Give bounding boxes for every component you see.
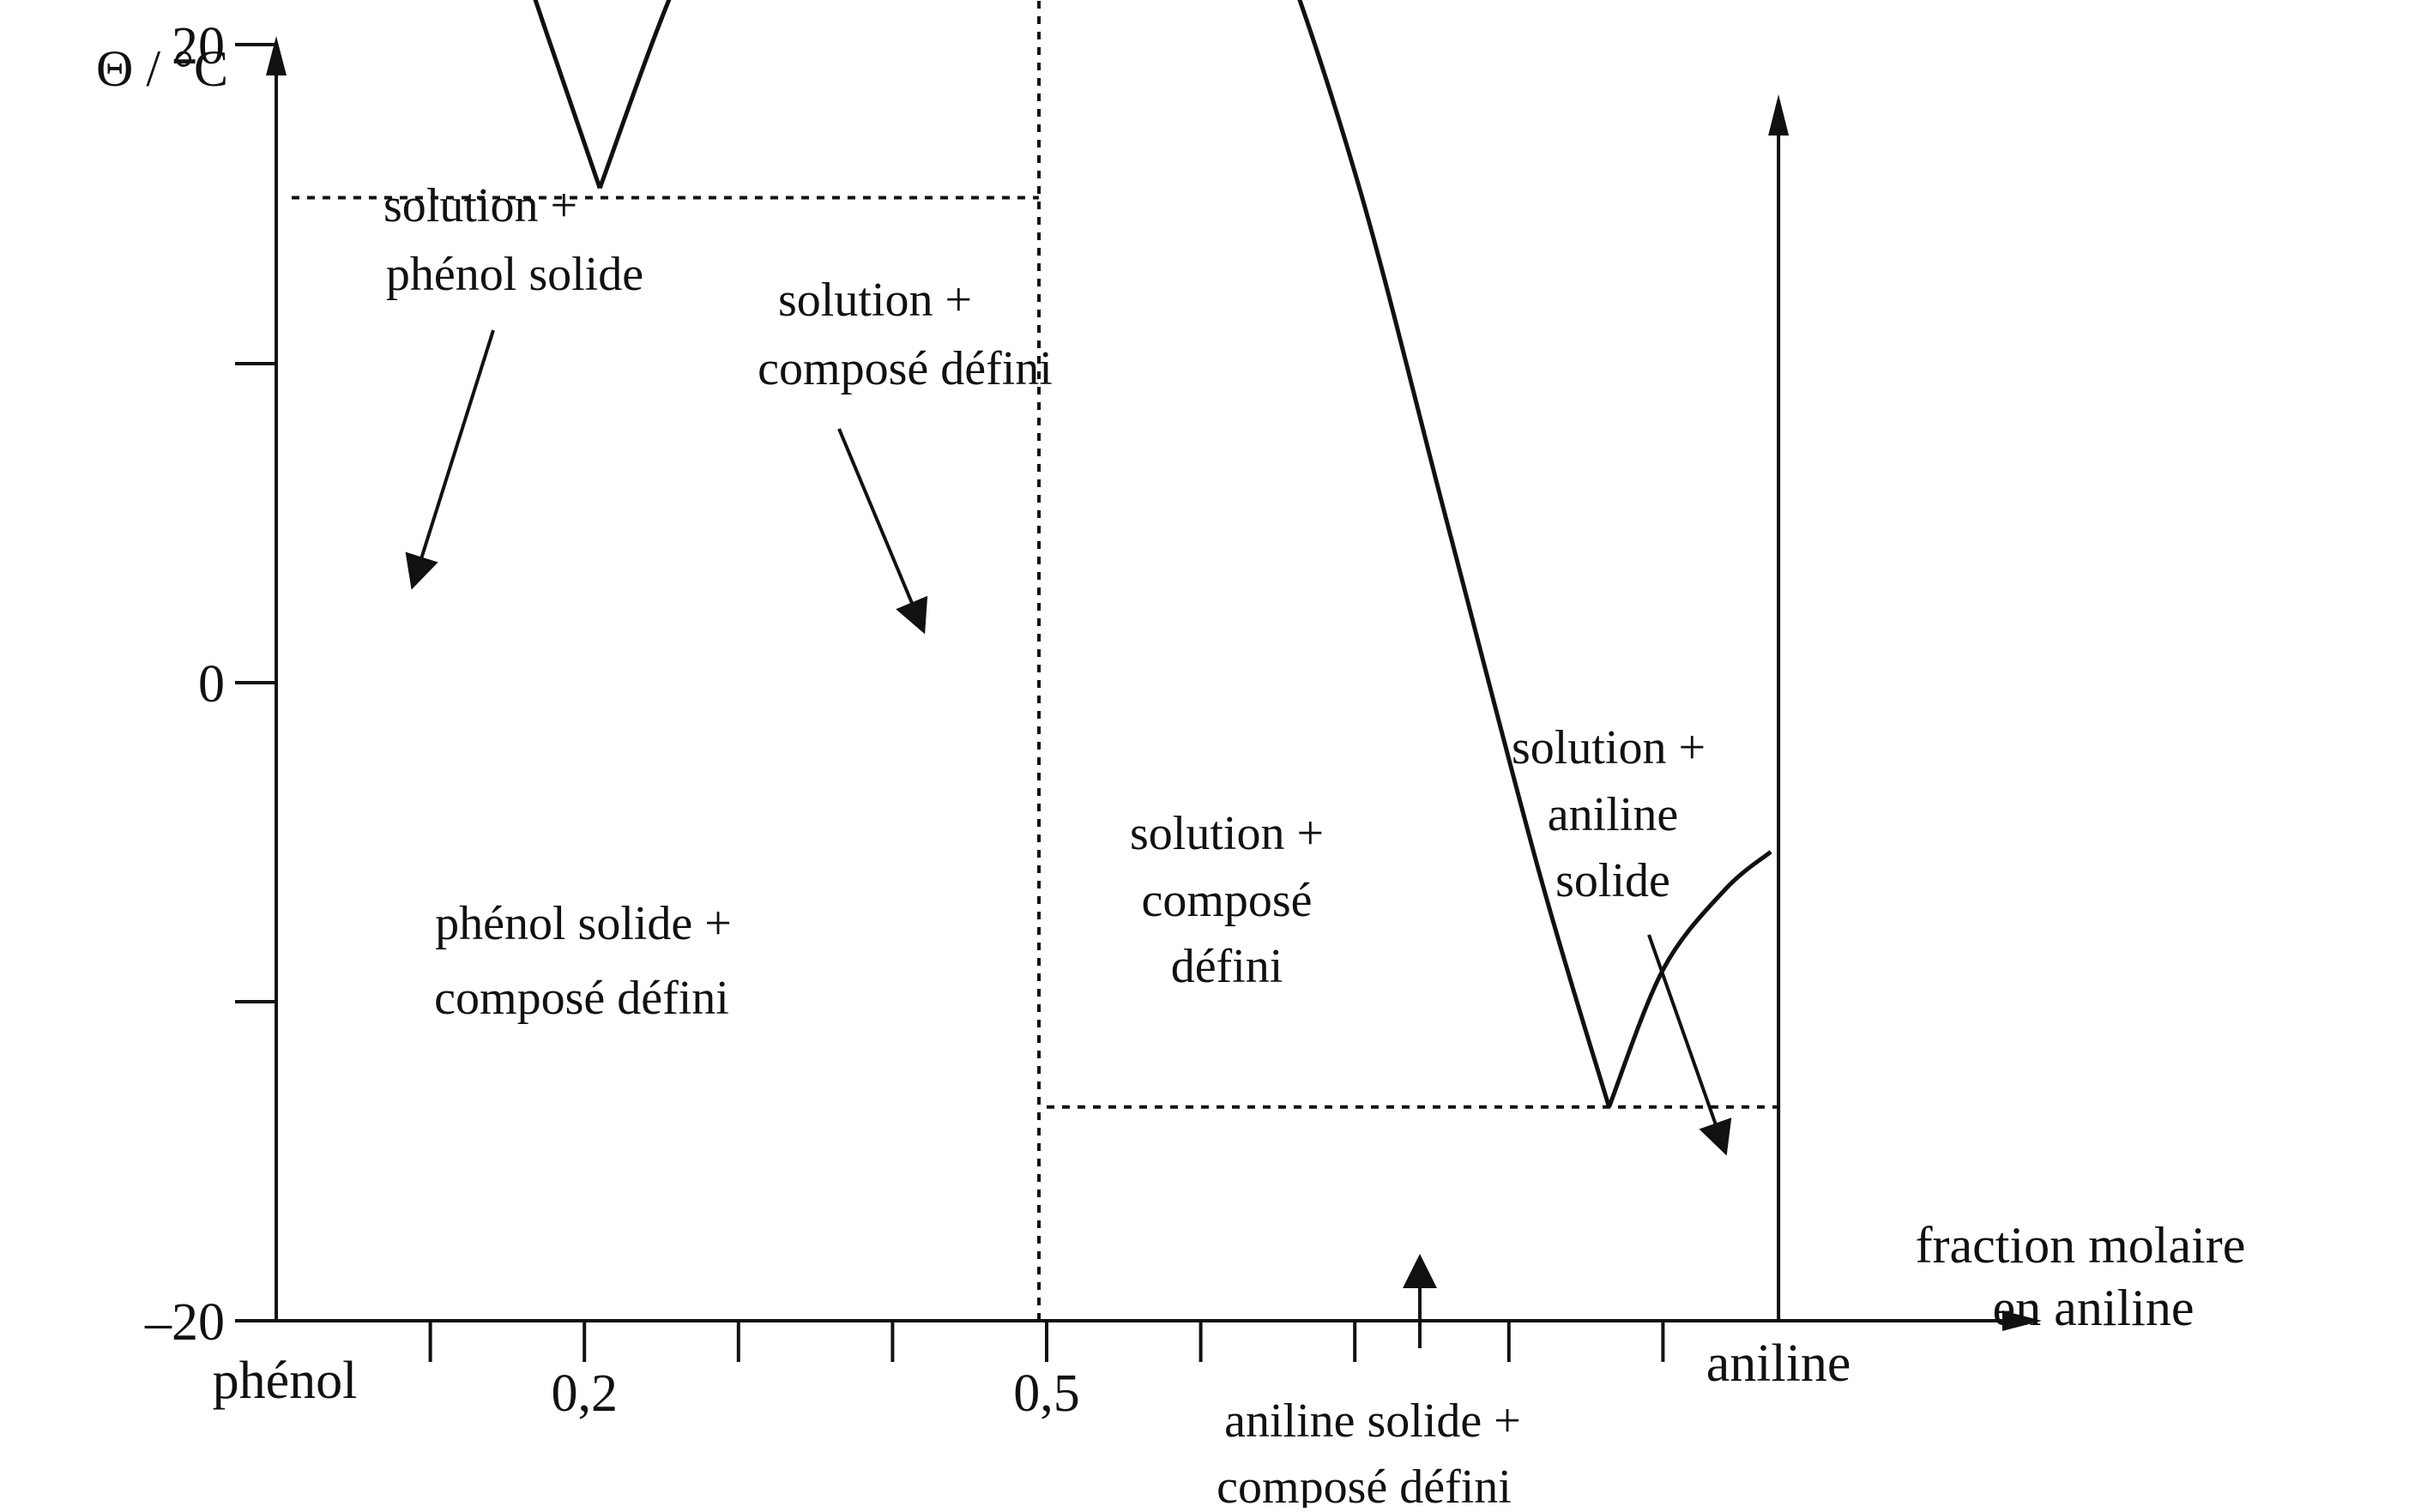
x-ticks: [428, 1321, 1665, 1362]
x-tick-label: aniline: [1706, 1334, 1851, 1393]
annotation-arrow: [1647, 934, 1732, 1156]
annotation-line: composé défini: [1217, 1461, 1512, 1508]
liquidus-curve: [533, 0, 602, 190]
x-axis-title-line-2: en aniline: [1993, 1280, 2195, 1336]
y-tick-labels: 40200–20: [144, 17, 225, 1352]
liquidus-curve: [597, 0, 1611, 1108]
annotation-line: aniline solide +: [1224, 1395, 1521, 1448]
annotation-arrow: [405, 329, 495, 590]
annotation-solution-phenol-solide: solution + phénol solide: [383, 179, 643, 590]
annotation-line: composé: [1141, 874, 1312, 927]
dashed-lines: [291, 0, 1779, 1321]
annotation-line: défini: [1171, 940, 1283, 993]
annotation-solution-aniline-solide: solution + aniline solide: [1512, 721, 1732, 1156]
annotation-arrow: [837, 428, 928, 635]
aniline-vertical-arrowhead: [1768, 94, 1790, 136]
y-axis-arrowhead: [266, 36, 287, 75]
y-axis-title: Θ / °C: [96, 40, 228, 97]
x-tick-labels: phénol 0,2 0,5 aniline: [213, 1334, 1851, 1423]
annotation-line: solution +: [1512, 721, 1706, 774]
vertical-lines: [1768, 94, 1790, 1321]
annotation-line: phénol solide +: [435, 897, 732, 950]
annotation-line: aniline: [1548, 788, 1678, 841]
annotation-line: solide: [1555, 854, 1670, 907]
annotation-solution-compose-defini: solution + composé défini: [758, 274, 1053, 635]
y-tick-label: 0: [198, 655, 225, 714]
annotation-aniline-solide-compose-defini: aniline solide + composé défini: [1217, 1254, 1521, 1512]
x-axis-title: fraction molaire en aniline: [1916, 1217, 2246, 1336]
annotation-line: composé défini: [758, 342, 1053, 395]
liquidus-curve: [1607, 850, 1772, 1108]
x-tick-label: phénol: [213, 1352, 358, 1410]
x-tick-label: 0,2: [551, 1364, 618, 1423]
liquidus-curves: [533, 0, 1772, 1108]
annotation-line: phénol solide: [386, 248, 643, 301]
y-tick-label: 20: [172, 17, 225, 75]
annotation-line: solution +: [383, 179, 577, 232]
x-axis-arrowhead: [2002, 1310, 2042, 1331]
annotation-line: composé défini: [434, 972, 729, 1025]
annotation-solution-compose-defini-right: solution + composé défini: [1130, 807, 1324, 993]
annotation-phenol-solide-compose-defini: phénol solide + composé défini: [434, 897, 732, 1025]
x-axis-title-line-1: fraction molaire: [1916, 1217, 2246, 1274]
annotation-line: solution +: [1130, 807, 1324, 860]
x-tick-label: 0,5: [1013, 1364, 1080, 1423]
annotation-line: solution +: [778, 274, 972, 327]
y-ticks: [235, 43, 276, 1322]
y-tick-label: –20: [144, 1293, 225, 1352]
